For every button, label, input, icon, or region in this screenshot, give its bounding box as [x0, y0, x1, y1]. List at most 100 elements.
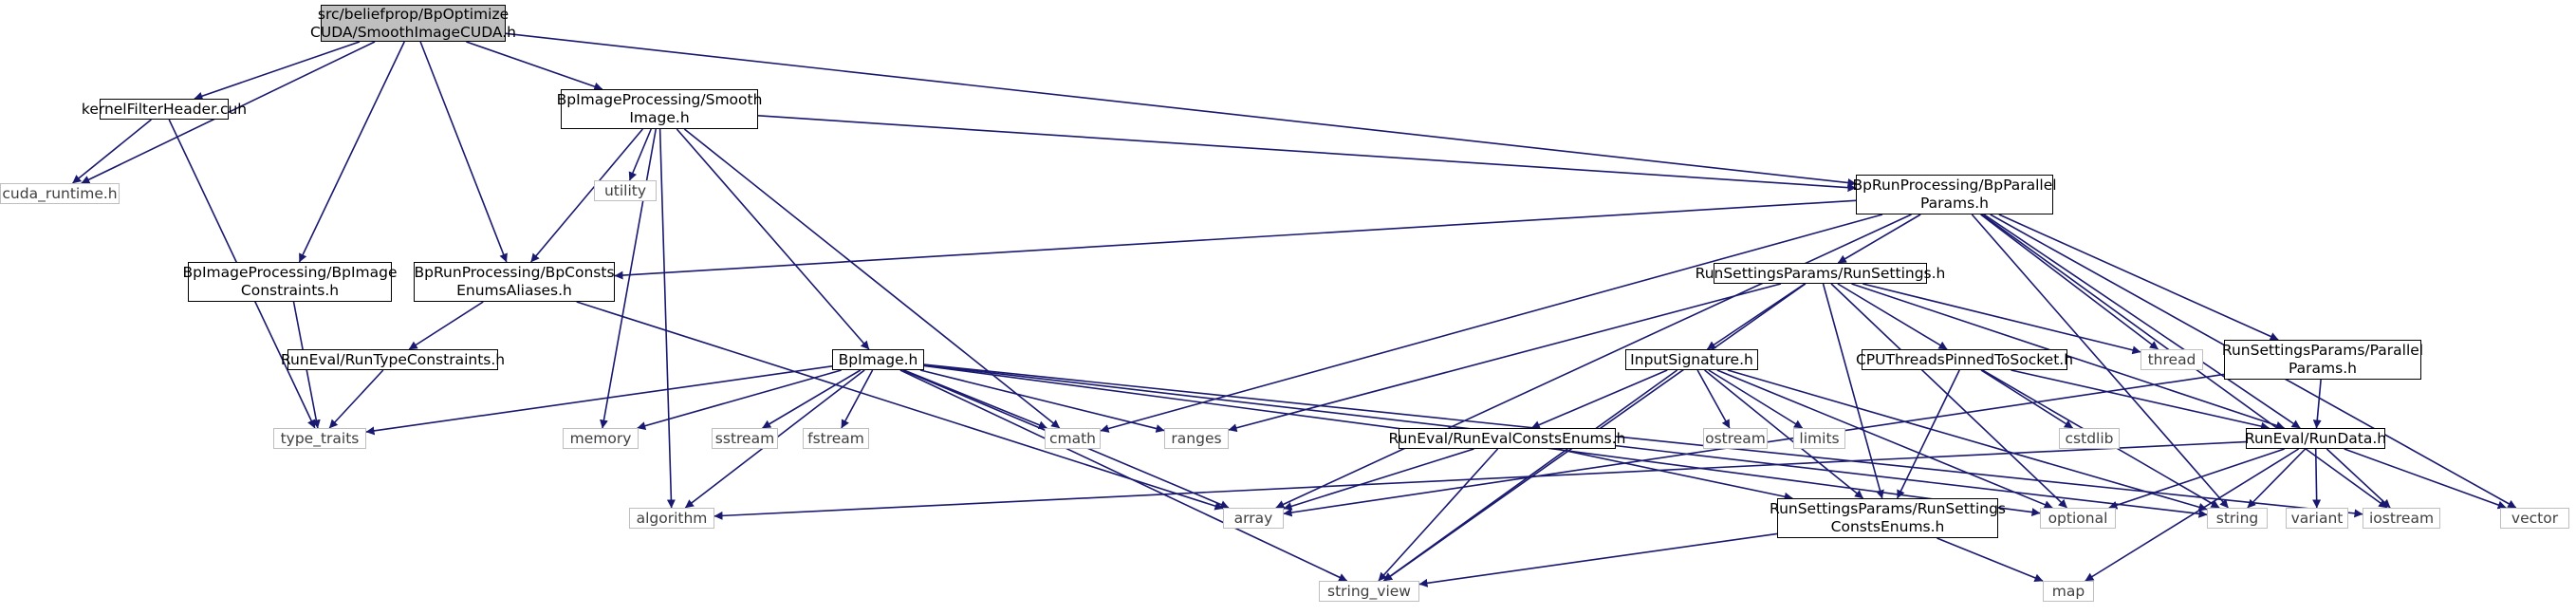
- edge-inputSignature-to-runSettingsConsts: [1704, 369, 1864, 499]
- edge-bpImage-to-typeTraits: [365, 365, 833, 436]
- node-thread: thread: [2140, 349, 2203, 370]
- node-label: ostream: [1705, 429, 1766, 447]
- node-label: CPUThreadsPinnedToSocket.h: [1855, 350, 2074, 368]
- edge-bpConsts-to-runTypeConstraints: [408, 301, 484, 350]
- node-runSettings[interactable]: RunSettingsParams/RunSettings.h: [1696, 263, 1945, 284]
- edge-bpParallel-to-array: [1275, 214, 1912, 509]
- edge-bpImage-to-ranges: [919, 369, 1165, 433]
- edge-smoothImage-to-utility: [628, 128, 652, 181]
- node-runSettingsConsts[interactable]: RunSettingsParams/RunSettings ConstsEnums…: [1770, 498, 2006, 538]
- edge-cpuThreads-to-runData: [2011, 369, 2270, 431]
- edge-runSettings-to-thread: [1863, 283, 2141, 355]
- edge-bpImage-to-iostream: [923, 363, 2363, 518]
- edge-bpParallel-to-runData: [1983, 214, 2301, 429]
- edge-root-to-smoothImage: [466, 41, 603, 91]
- edge-bpImage-to-cmath: [903, 369, 1047, 429]
- node-sstream: sstream: [712, 428, 778, 449]
- edge-cpuThreads-to-cstdlib: [1980, 369, 2073, 429]
- node-label: BpRunProcessing/BpParallel Params.h: [1852, 177, 2057, 212]
- edge-runSettingsConsts-to-map: [1937, 537, 2044, 583]
- node-label: array: [1233, 509, 1273, 527]
- node-label: sstream: [714, 429, 775, 447]
- node-optional: optional: [2040, 508, 2116, 529]
- node-fstream: fstream: [803, 428, 869, 449]
- node-label: fstream: [807, 429, 864, 447]
- edge-bpImage-to-fstream: [841, 369, 874, 429]
- edge-bpConsts-to-array: [576, 301, 1224, 511]
- node-utility: utility: [594, 180, 657, 201]
- edge-runSettingsConsts-to-stringView: [1418, 532, 1778, 587]
- node-label: utility: [603, 181, 647, 199]
- edge-bpImage-to-stringView: [899, 369, 1348, 582]
- node-root[interactable]: src/beliefprop/BpOptimize CUDA/SmoothImag…: [310, 5, 516, 42]
- node-label: RunEval/RunEvalConstsEnums.h: [1388, 429, 1626, 447]
- edge-runData-to-vector: [2344, 448, 2507, 510]
- edge-runSettings-to-optional: [1830, 283, 2067, 509]
- edge-inputSignature-to-ostream: [1696, 369, 1731, 429]
- node-string: string: [2207, 508, 2268, 529]
- node-runTypeConstraints[interactable]: RunEval/RunTypeConstraints.h: [281, 349, 505, 370]
- node-ranges: ranges: [1164, 428, 1229, 449]
- node-label: BpImageProcessing/Smooth Image.h: [556, 91, 763, 126]
- edge-inputSignature-to-limits: [1708, 369, 1804, 429]
- node-label: cuda_runtime.h: [2, 184, 118, 202]
- edge-inputSignature-to-runEvalConsts: [1530, 369, 1668, 429]
- edge-runSettings-to-runData: [1851, 283, 2285, 430]
- node-label: src/beliefprop/BpOptimize CUDA/SmoothImag…: [310, 5, 516, 41]
- node-iostream: iostream: [2363, 508, 2440, 529]
- node-label: variant: [2290, 509, 2344, 527]
- edge-smoothImage-to-cmath: [683, 128, 1061, 429]
- node-label: string_view: [1327, 582, 1411, 600]
- node-cstdlib: cstdlib: [2059, 428, 2120, 449]
- node-label: memory: [569, 429, 632, 447]
- node-label: RunSettingsParams/Parallel Params.h: [2221, 342, 2424, 377]
- node-label: BpImageProcessing/BpImage Constraints.h: [182, 264, 398, 299]
- node-runEvalConsts[interactable]: RunEval/RunEvalConstsEnums.h: [1389, 428, 1625, 449]
- edge-runData-to-map: [2085, 448, 2300, 582]
- node-smoothImage[interactable]: BpImageProcessing/Smooth Image.h: [557, 89, 762, 129]
- edge-bpParallel-to-parallelParams: [1998, 214, 2279, 341]
- edge-parallelParams-to-runData: [2312, 379, 2322, 429]
- edge-bpParallel-to-bpConsts: [614, 199, 1857, 280]
- edge-inputSignature-to-optional: [1716, 369, 2053, 509]
- edge-root-to-bpImageConstraints: [298, 41, 405, 263]
- edge-inputSignature-to-string: [1727, 369, 2208, 512]
- edge-smoothImage-to-bpParallel: [757, 115, 1857, 193]
- node-runData[interactable]: RunEval/RunData.h: [2245, 428, 2386, 449]
- edge-runEvalConsts-to-array: [1283, 448, 1474, 511]
- node-label: iostream: [2368, 509, 2435, 527]
- node-bpImageConstraints[interactable]: BpImageProcessing/BpImage Constraints.h: [182, 262, 398, 302]
- node-bpConsts[interactable]: BpRunProcessing/BpConsts EnumsAliases.h: [414, 262, 615, 302]
- node-label: BpRunProcessing/BpConsts EnumsAliases.h: [414, 264, 615, 299]
- node-bpParallel[interactable]: BpRunProcessing/BpParallel Params.h: [1852, 175, 2057, 214]
- edge-runData-to-optional: [2108, 448, 2285, 510]
- node-ostream: ostream: [1703, 428, 1768, 449]
- node-label: kernelFilterHeader.cuh: [81, 100, 248, 118]
- node-stringView: string_view: [1319, 581, 1419, 602]
- edge-inputSignature-to-stringView: [1382, 369, 1678, 582]
- edge-root-to-bpConsts: [419, 41, 508, 263]
- edge-bpParallel-to-thread: [1980, 214, 2159, 350]
- node-label: algorithm: [636, 509, 708, 527]
- edge-bpParallel-to-string: [1971, 214, 2229, 509]
- edge-smoothImage-to-bpImage: [676, 128, 870, 350]
- edge-runTypeConstraints-to-typeTraits: [328, 369, 384, 429]
- node-limits: limits: [1793, 428, 1845, 449]
- edge-runEvalConsts-to-runSettingsConsts: [1556, 448, 1793, 501]
- node-label: RunEval/RunTypeConstraints.h: [280, 350, 506, 368]
- edge-smoothImage-to-memory: [600, 128, 658, 429]
- node-parallelParams[interactable]: RunSettingsParams/Parallel Params.h: [2221, 340, 2424, 380]
- edge-bpImage-to-sstream: [762, 369, 862, 429]
- node-cpuThreads[interactable]: CPUThreadsPinnedToSocket.h: [1856, 349, 2073, 370]
- node-algorithm: algorithm: [629, 508, 714, 529]
- node-inputSignature[interactable]: InputSignature.h: [1625, 349, 1758, 370]
- node-bpImage[interactable]: BpImage.h: [832, 349, 924, 370]
- node-typeTraits: type_traits: [273, 428, 366, 449]
- edge-root-to-bpParallel: [505, 32, 1857, 187]
- node-kernelFilterHeader[interactable]: kernelFilterHeader.cuh: [82, 99, 247, 120]
- node-label: vector: [2511, 509, 2559, 527]
- node-cmath: cmath: [1045, 428, 1101, 449]
- edge-runSettings-to-runSettingsConsts: [1822, 283, 1884, 499]
- node-vector: vector: [2500, 508, 2569, 529]
- edge-bpParallel-to-cmath: [1100, 214, 1883, 433]
